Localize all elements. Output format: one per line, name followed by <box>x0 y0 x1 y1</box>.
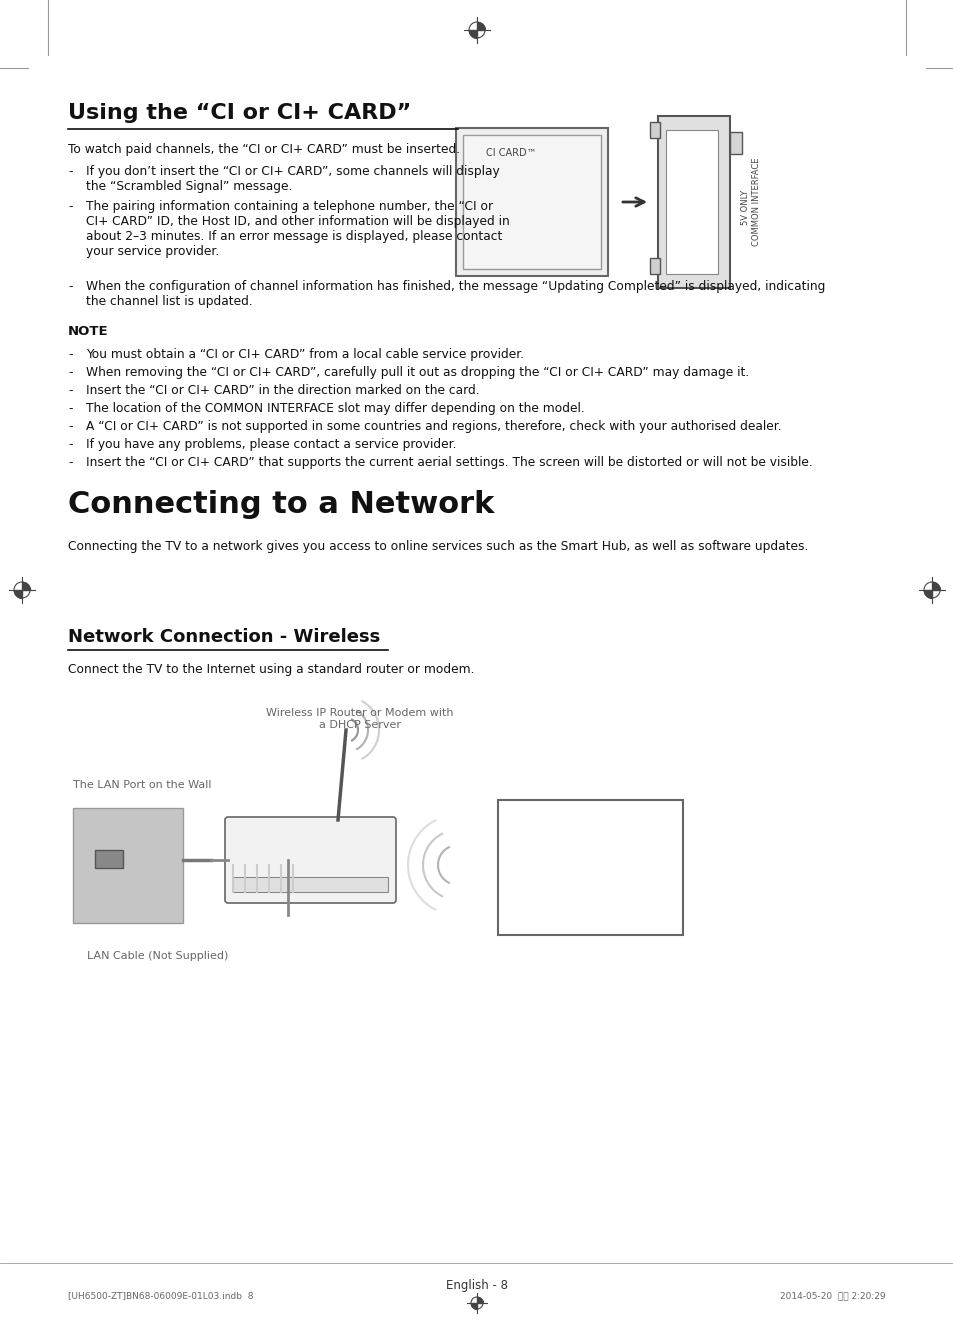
Text: -: - <box>68 347 72 361</box>
FancyBboxPatch shape <box>497 801 682 935</box>
Text: -: - <box>68 280 72 293</box>
Text: If you have any problems, please contact a service provider.: If you have any problems, please contact… <box>86 439 456 450</box>
Text: Connecting to a Network: Connecting to a Network <box>68 490 494 519</box>
Text: Connect the TV to the Internet using a standard router or modem.: Connect the TV to the Internet using a s… <box>68 663 474 676</box>
FancyBboxPatch shape <box>665 129 718 273</box>
Text: English - 8: English - 8 <box>446 1279 507 1292</box>
Text: -: - <box>68 420 72 433</box>
Text: 5V ONLY: 5V ONLY <box>740 189 750 225</box>
Text: Wireless IP Router or Modem with
a DHCP Server: Wireless IP Router or Modem with a DHCP … <box>266 708 454 729</box>
Text: -: - <box>68 165 72 178</box>
Text: A “CI or CI+ CARD” is not supported in some countries and regions, therefore, ch: A “CI or CI+ CARD” is not supported in s… <box>86 420 781 433</box>
Text: -: - <box>68 439 72 450</box>
Text: Connecting the TV to a network gives you access to online services such as the S: Connecting the TV to a network gives you… <box>68 540 807 553</box>
Text: Insert the “CI or CI+ CARD” that supports the current aerial settings. The scree: Insert the “CI or CI+ CARD” that support… <box>86 456 812 469</box>
Bar <box>649 122 659 137</box>
Text: -: - <box>68 199 72 213</box>
Text: If you don’t insert the “CI or CI+ CARD”, some channels will display
the “Scramb: If you don’t insert the “CI or CI+ CARD”… <box>86 165 499 193</box>
Text: Using the “CI or CI+ CARD”: Using the “CI or CI+ CARD” <box>68 103 411 123</box>
Bar <box>95 849 123 868</box>
Text: LAN Cable (Not Supplied): LAN Cable (Not Supplied) <box>88 951 229 960</box>
Text: When removing the “CI or CI+ CARD”, carefully pull it out as dropping the “CI or: When removing the “CI or CI+ CARD”, care… <box>86 366 748 379</box>
Text: Network Connection - Wireless: Network Connection - Wireless <box>68 627 380 646</box>
Text: When the configuration of channel information has finished, the message “Updatin: When the configuration of channel inform… <box>86 280 824 308</box>
Bar <box>233 877 388 892</box>
FancyBboxPatch shape <box>462 135 600 269</box>
Text: You must obtain a “CI or CI+ CARD” from a local cable service provider.: You must obtain a “CI or CI+ CARD” from … <box>86 347 523 361</box>
Text: The location of the COMMON INTERFACE slot may differ depending on the model.: The location of the COMMON INTERFACE slo… <box>86 402 584 415</box>
Text: To watch paid channels, the “CI or CI+ CARD” must be inserted.: To watch paid channels, the “CI or CI+ C… <box>68 143 459 156</box>
Text: [UH6500-ZT]BN68-06009E-01L03.indb  8: [UH6500-ZT]BN68-06009E-01L03.indb 8 <box>68 1291 253 1300</box>
FancyBboxPatch shape <box>658 116 729 288</box>
Text: CI CARD™: CI CARD™ <box>485 148 536 159</box>
Text: -: - <box>68 384 72 398</box>
Text: 2014-05-20  오전 2:20:29: 2014-05-20 오전 2:20:29 <box>780 1291 885 1300</box>
Text: COMMON INTERFACE: COMMON INTERFACE <box>752 157 760 246</box>
Text: -: - <box>68 402 72 415</box>
Text: The pairing information containing a telephone number, the “CI or
CI+ CARD” ID, : The pairing information containing a tel… <box>86 199 509 258</box>
FancyBboxPatch shape <box>73 808 183 923</box>
Bar <box>729 132 741 155</box>
Text: The LAN Port on the Wall: The LAN Port on the Wall <box>73 779 212 790</box>
Text: NOTE: NOTE <box>68 325 109 338</box>
Text: Insert the “CI or CI+ CARD” in the direction marked on the card.: Insert the “CI or CI+ CARD” in the direc… <box>86 384 479 398</box>
Text: -: - <box>68 366 72 379</box>
FancyBboxPatch shape <box>456 128 607 276</box>
FancyBboxPatch shape <box>225 816 395 904</box>
Text: -: - <box>68 456 72 469</box>
Bar <box>649 258 659 273</box>
